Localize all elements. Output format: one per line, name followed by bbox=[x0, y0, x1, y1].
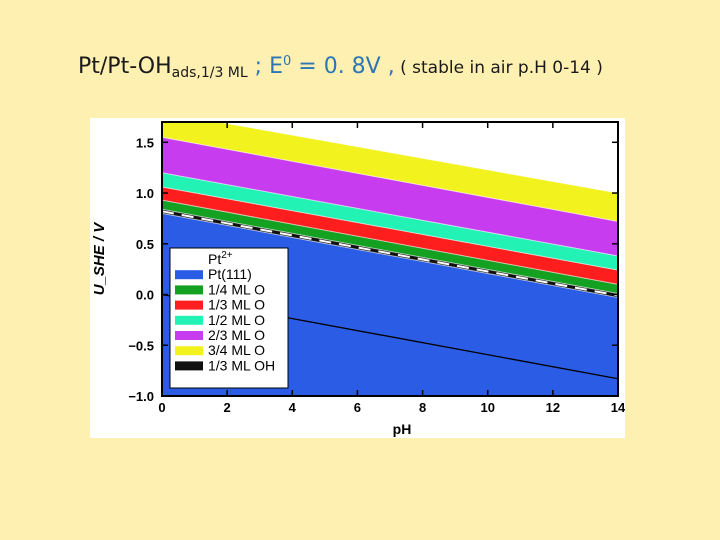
legend-label: 2/3 ML O bbox=[208, 327, 265, 343]
x-tick-label: 12 bbox=[546, 400, 560, 415]
legend-swatch bbox=[175, 285, 203, 295]
legend-label: 1/3 ML OH bbox=[208, 357, 275, 373]
title-note: ( stable in air p.H 0-14 ) bbox=[394, 58, 603, 78]
y-axis-label: U_SHE / V bbox=[91, 221, 108, 296]
axis-ticks: 0 2 4 6 8 10 12 14 −1.0 −0.5 0.0 0.5 1.0 1.5 bbox=[128, 122, 626, 415]
legend-label: Pt(111) bbox=[208, 266, 252, 282]
legend-label: 1/4 ML O bbox=[208, 281, 265, 297]
boundary-line bbox=[161, 212, 619, 299]
y-tick-label: −0.5 bbox=[128, 338, 154, 353]
x-tick-label: 4 bbox=[289, 400, 297, 415]
legend-swatch bbox=[175, 315, 203, 325]
boundary-line bbox=[161, 136, 619, 222]
x-tick-label: 2 bbox=[224, 400, 231, 415]
boundary-line bbox=[161, 186, 619, 271]
title-eq-prefix: ; E bbox=[247, 54, 283, 79]
pourbaix-chart: 0 2 4 6 8 10 12 14 −1.0 −0.5 0.0 0.5 1.0 1.5 Pt2+Pt(1… bbox=[91, 111, 626, 437]
y-tick-label: 1.5 bbox=[136, 135, 154, 150]
y-tick-label: −1.0 bbox=[128, 389, 154, 404]
slide-title: Pt/Pt-OHads,1/3 ML ; E0 = 0. 8V , ( stab… bbox=[78, 54, 603, 81]
legend-swatch bbox=[175, 346, 203, 356]
x-tick-label: 8 bbox=[419, 400, 426, 415]
legend: Pt2+Pt(111)1/4 ML O1/3 ML O1/2 ML O2/3 M… bbox=[169, 247, 289, 389]
region-3-4-ml-o bbox=[162, 122, 618, 222]
title-main: Pt/Pt-OH bbox=[78, 54, 172, 79]
reference-line-dashed bbox=[161, 210, 619, 297]
y-tick-label: 1.0 bbox=[136, 186, 154, 201]
boundary-line bbox=[161, 111, 619, 194]
y-tick-label: 0.0 bbox=[136, 288, 154, 303]
x-tick-label: 6 bbox=[354, 400, 361, 415]
pourbaix-figure: 0 2 4 6 8 10 12 14 −1.0 −0.5 0.0 0.5 1.0 1.5 Pt2+ Pt(1… bbox=[90, 111, 626, 438]
boundary-line bbox=[161, 199, 619, 285]
y-tick-label: 0.5 bbox=[136, 237, 154, 252]
x-axis-label: pH bbox=[393, 421, 412, 437]
region-1-3-ml-o bbox=[162, 186, 618, 285]
title-eq-value: = 0. 8V , bbox=[291, 54, 395, 79]
region-2-3-ml-o bbox=[162, 137, 618, 256]
title-eq-superscript: 0 bbox=[283, 54, 292, 69]
legend-label: 1/3 ML O bbox=[208, 297, 265, 313]
x-tick-label: 10 bbox=[480, 400, 494, 415]
x-tick-label: 0 bbox=[158, 400, 165, 415]
region-1-2-ml-o bbox=[162, 172, 618, 271]
legend-label: 1/2 ML O bbox=[208, 312, 265, 328]
legend-label: 3/4 ML O bbox=[208, 342, 265, 358]
plot-frame bbox=[161, 121, 619, 397]
legend-swatch bbox=[175, 300, 203, 310]
title-subscript: ads,1/3 ML bbox=[171, 65, 248, 81]
region-1-4-ml-o bbox=[162, 200, 618, 294]
legend-swatch bbox=[175, 331, 203, 340]
boundary-line bbox=[161, 208, 619, 294]
x-tick-label: 14 bbox=[611, 400, 625, 415]
legend-swatch bbox=[175, 361, 203, 371]
boundary-line bbox=[161, 172, 619, 257]
legend-swatch bbox=[175, 270, 203, 280]
title-equation: ; E0 = 0. 8V , bbox=[248, 54, 395, 79]
region-pt2- bbox=[162, 122, 618, 194]
